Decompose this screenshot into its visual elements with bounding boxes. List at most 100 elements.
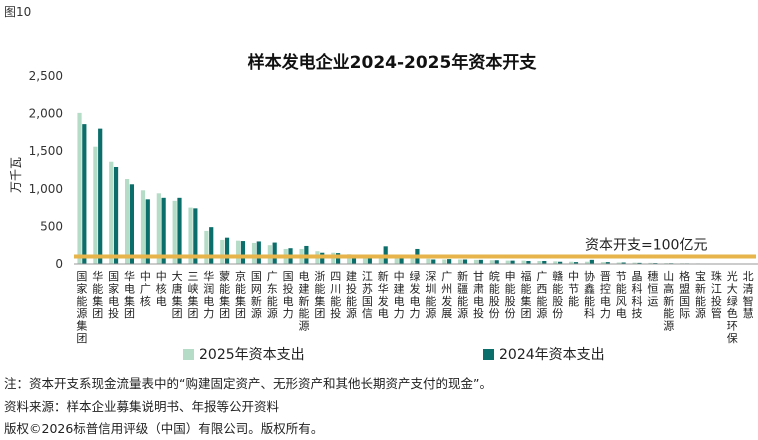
x-tick-label: 新疆能源	[457, 269, 468, 320]
bar-2025	[394, 257, 399, 264]
bar-2025	[442, 259, 447, 264]
bar-2025	[521, 260, 526, 264]
bar-2024	[510, 260, 515, 264]
bar-2025	[584, 261, 590, 264]
x-tick-label: 江苏国信	[362, 270, 373, 320]
x-tick-label: 绿发电力	[410, 269, 421, 320]
bar-2025	[236, 240, 241, 264]
bar-2025	[378, 256, 383, 264]
bar-2024	[98, 128, 103, 264]
x-tick-label: 广州发展	[441, 270, 452, 320]
bar-2025	[648, 262, 653, 264]
x-tick-label: 蒙能集团	[219, 270, 230, 320]
bar-2024	[462, 259, 468, 264]
x-tick-label: 新华发电	[378, 269, 389, 320]
x-tick-label: 甘肃电投	[473, 270, 484, 320]
x-tick-label: 光大绿色环保	[727, 269, 738, 345]
x-tick-label: 福能集团	[521, 269, 532, 320]
x-tick-label: 广东能源	[267, 270, 278, 320]
y-tick-label: 0	[55, 257, 63, 271]
bar-2025	[93, 146, 98, 264]
bar-2025	[347, 254, 352, 264]
bar-2025	[188, 207, 193, 264]
x-tick-label: 协鑫能科	[584, 269, 595, 320]
bar-2025	[569, 261, 574, 264]
bar-2024	[526, 260, 531, 264]
footnote: 注：资本开支系现金流量表中的“购建固定资产、无形资产和其他长期资产支付的现金”。	[4, 376, 492, 391]
figure-label: 图10	[4, 5, 32, 19]
bar-2024	[494, 260, 499, 264]
bar-2024	[336, 253, 341, 264]
bar-2024	[256, 241, 261, 264]
x-tick-label: 宝新能源	[695, 269, 706, 320]
bar-2025	[204, 230, 209, 264]
bar-2025	[632, 262, 637, 264]
x-tick-label: 节能风电	[616, 270, 627, 320]
bar-2025	[362, 255, 368, 264]
bar-2025	[537, 260, 542, 264]
x-tick-label: 北清智慧	[743, 270, 754, 320]
bar-2024	[145, 199, 150, 264]
bar-2024	[224, 237, 230, 264]
bar-2024	[82, 124, 87, 264]
bar-2025	[140, 190, 146, 264]
bar-2024	[129, 184, 135, 264]
x-tick-label: 国家能源集团	[76, 270, 87, 345]
chart-title: 样本发电企业2024-2025年资本开支	[248, 52, 538, 73]
x-tick-label: 晋控电力	[600, 270, 611, 320]
bar-2024	[589, 259, 594, 264]
x-tick-label: 中广核	[140, 270, 151, 308]
x-tick-label: 山高新能源	[663, 270, 674, 333]
bar-2024	[478, 259, 483, 264]
x-tick-label: 穗恒运	[647, 270, 658, 308]
bar-2025	[410, 257, 415, 264]
legend-swatch	[183, 349, 194, 360]
bar-2024	[113, 166, 119, 264]
bar-2024	[272, 242, 277, 264]
bar-2025	[616, 262, 621, 264]
bar-2025	[600, 262, 606, 264]
x-tick-label: 深圳能源	[425, 270, 436, 320]
y-tick-label: 1,500	[29, 144, 63, 158]
bar-2025	[125, 179, 130, 264]
legend-label: 2024年资本支出	[499, 347, 605, 363]
bar-2025	[251, 242, 257, 264]
bar-2025	[426, 258, 431, 264]
bar-2024	[542, 260, 547, 264]
x-tick-label: 电建新能源	[298, 270, 309, 333]
bar-2024	[621, 262, 626, 264]
y-tick-label: 500	[40, 219, 63, 233]
bar-2024	[193, 208, 198, 264]
x-tick-label: 华润电力	[203, 269, 214, 320]
bar-2025	[553, 261, 558, 264]
x-tick-label: 浙能集团	[314, 270, 325, 320]
bar-2025	[458, 259, 463, 264]
x-tick-label: 大唐集团	[172, 269, 183, 320]
bar-2025	[505, 260, 510, 264]
x-tick-label: 四川能投	[330, 270, 341, 320]
bar-2024	[367, 256, 372, 264]
legend-swatch	[483, 349, 494, 360]
x-tick-label: 三峡集团	[187, 270, 198, 320]
bar-2025	[156, 193, 161, 264]
bar-2024	[558, 261, 563, 264]
x-tick-label: 皖能股份	[489, 269, 500, 320]
x-tick-label: 珠江投管	[711, 269, 722, 320]
y-tick-label: 1,000	[29, 182, 63, 196]
x-tick-label: 国投电力	[283, 270, 294, 320]
reference-line-label: 资本开支=100亿元	[585, 237, 707, 253]
x-tick-label: 建投能源	[346, 269, 357, 320]
bar-2025	[489, 260, 494, 264]
bar-2024	[431, 259, 436, 264]
bar-2024	[605, 262, 610, 264]
y-tick-label: 2,000	[29, 107, 63, 121]
x-tick-label: 国家电投	[108, 270, 119, 320]
bar-2024	[573, 262, 579, 264]
bar-2024	[161, 197, 166, 264]
x-tick-label: 赣能股份	[552, 269, 563, 320]
source-note: 资料来源：样本企业募集说明书、年报等公开资料	[4, 399, 280, 414]
y-tick-label: 2,500	[29, 69, 63, 83]
bar-2024	[177, 197, 182, 264]
x-tick-label: 中节能	[568, 270, 579, 308]
x-tick-label: 中核电	[156, 270, 167, 308]
